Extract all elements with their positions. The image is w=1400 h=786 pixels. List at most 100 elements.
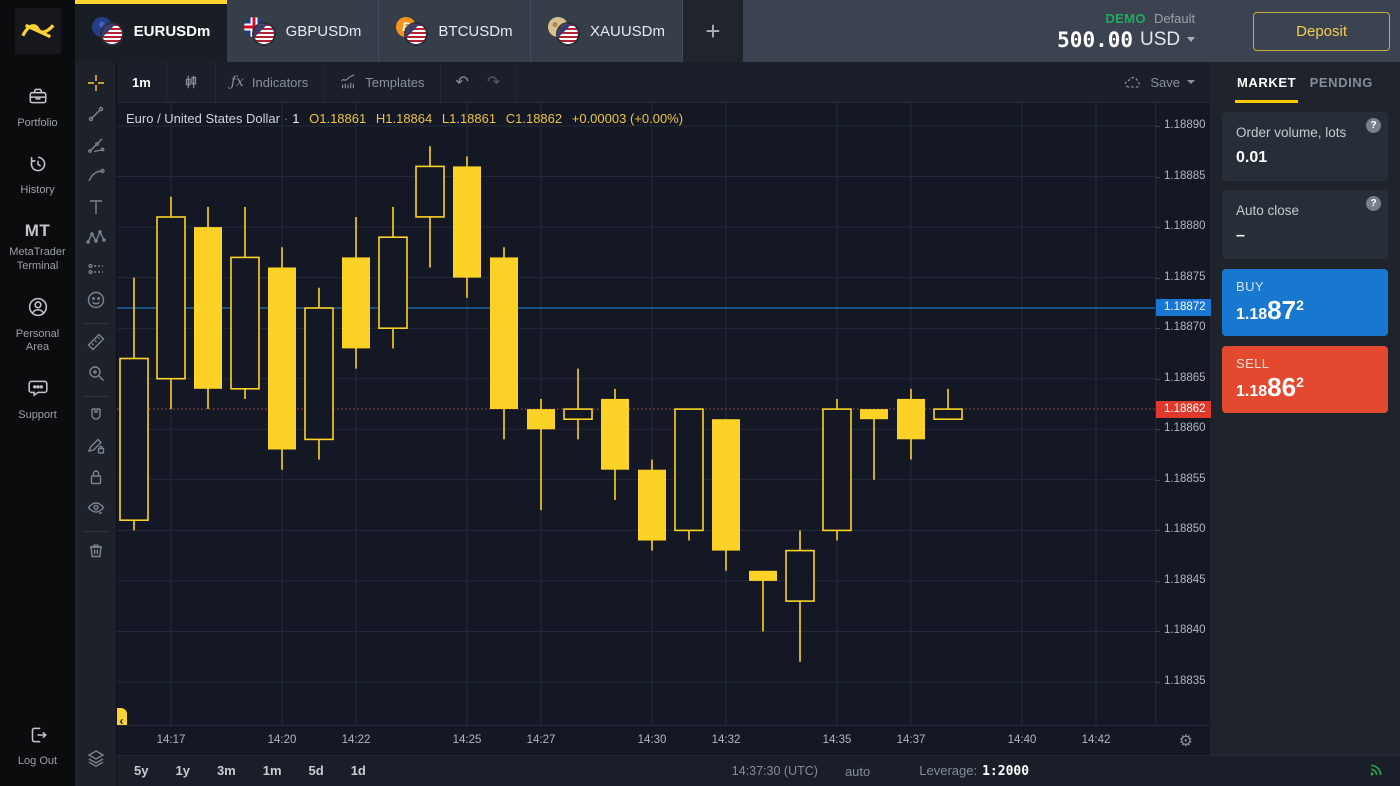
object-tree-tool[interactable] [79,745,113,776]
range-button-1d[interactable]: 1d [350,763,366,778]
instrument-tab-gbpusdm[interactable]: GBPUSDm [227,0,379,62]
chevron-down-icon [1187,37,1196,42]
sell-price: 1.18862 [1236,372,1304,402]
price-tick-mark [1156,328,1160,329]
cloud-icon [1125,76,1141,88]
instrument-tab-label: XAUUSDm [589,22,665,40]
emoji-icon [86,290,106,315]
instrument-tab-label: EURUSDm [133,22,211,40]
candlestick-icon [185,75,196,89]
xabcd-pattern-tool[interactable] [79,225,113,256]
range-button-3m[interactable]: 3m [216,763,236,778]
ruler-icon [86,332,106,357]
range-button-5d[interactable]: 5d [308,763,324,778]
time-tick-label: 14:37 [896,734,926,746]
sell-button[interactable]: SELL 1.18862 [1222,346,1388,413]
sidebar-item-label: Log Out [17,755,58,768]
instrument-tab-xauusdm[interactable]: XAUUSDm [531,0,683,62]
account-summary[interactable]: DEMO Default 500.00 USD [1057,11,1196,52]
price-tick-mark [1156,530,1160,531]
range-button-1y[interactable]: 1y [175,763,190,778]
save-layout-button[interactable]: Save [1108,62,1210,102]
price-tick-label: 1.18850 [1164,523,1206,535]
price-tick-label: 1.18890 [1164,119,1206,131]
buy-button[interactable]: BUY 1.18872 [1222,269,1388,336]
portfolio-icon [26,85,50,112]
indicators-button[interactable]: ƒx Indicators [216,62,325,102]
sidebar-item-label: Portfolio [17,116,58,129]
sidebar-item-personal-area[interactable]: Personal Area [0,285,75,366]
drawing-mode-tool[interactable] [79,433,113,464]
zoom-in-tool[interactable] [79,360,113,391]
trend-line-tool[interactable] [79,101,113,132]
toolbar-divider [83,396,108,397]
lock-drawings-tool[interactable] [79,464,113,495]
app-logo[interactable] [0,0,75,62]
range-button-1m[interactable]: 1m [262,763,282,778]
time-tick-label: 14:17 [156,734,186,746]
auto-close-card[interactable]: ? Auto close – [1222,190,1388,259]
price-tick-mark [1156,480,1160,481]
tab-market[interactable]: MARKET [1234,62,1299,103]
balance-dropdown[interactable]: 500.00 USD [1057,28,1196,52]
price-axis[interactable]: 1.18890 1.18885 1.18880 1.18875 1.18870 1.188… [1155,103,1211,725]
sidebar-item-log-out[interactable]: Log Out [0,713,75,781]
ruler-tool[interactable] [79,329,113,360]
price-tick-mark [1156,429,1160,430]
help-icon[interactable]: ? [1366,118,1381,133]
instrument-flag-icon [396,17,428,45]
deposit-button[interactable]: Deposit [1253,11,1390,51]
server-clock: 14:37:30 (UTC) [731,764,818,778]
scale-mode-toggle[interactable]: auto [844,763,871,779]
instrument-tabs: EURUSDm GBPUSDm BTCUSDm XAUUSDm [75,0,683,62]
add-instrument-tab-button[interactable]: + [683,0,743,62]
emoji-tool[interactable] [79,287,113,318]
tab-pending[interactable]: PENDING [1309,75,1373,90]
undo-redo-group: ↶ ↷ [441,62,517,102]
account-currency: USD [1140,28,1181,50]
order-volume-card[interactable]: ? Order volume, lots 0.01 [1222,112,1388,181]
sidebar-item-portfolio[interactable]: Portfolio [0,74,75,142]
sidebar-item-label: Personal Area [15,327,60,354]
chart-settings-gear-icon[interactable]: ⚙ [1178,733,1193,750]
forecast-tool[interactable] [79,256,113,287]
range-button-5y[interactable]: 5y [134,763,149,778]
timeframe-button[interactable]: 1m [117,62,167,102]
chart-type-button[interactable] [167,62,216,102]
sidebar-item-label: MetaTrader Terminal [9,246,66,272]
multi-lines-tool[interactable] [79,132,113,163]
candlestick-chart[interactable]: Euro / United States Dollar · 1 O1.18861 H… [117,103,1155,725]
price-tick-label: 1.18840 [1164,624,1206,636]
magnet-tool[interactable] [79,402,113,433]
instrument-tab-btcusdm[interactable]: BTCUSDm [379,0,531,62]
sidebar-item-support[interactable]: Support [0,366,75,434]
instrument-flag-icon [91,17,124,45]
crosshair-tool[interactable] [79,70,113,101]
sidebar-item-history[interactable]: History [0,142,75,210]
hide-drawings-tool[interactable] [79,495,113,526]
remove-drawings-tool[interactable] [79,537,113,568]
help-icon[interactable]: ? [1366,196,1381,211]
hide-drawings-icon [86,498,106,523]
fx-icon: ƒx [230,74,244,90]
exness-logo-icon [14,8,61,54]
crosshair-icon [86,73,106,98]
forecast-icon [86,259,106,284]
templates-button[interactable]: Templates [324,62,441,102]
mt-icon: MT [25,220,51,241]
magnet-icon [86,405,106,430]
instrument-tab-eurusdm[interactable]: EURUSDm [75,0,227,62]
undo-icon[interactable]: ↶ [455,74,469,91]
time-axis[interactable]: ⚙ 14:17 14:20 14:22 14:25 14:27 14:30 14:32 14:… [117,725,1210,755]
brush-tool[interactable] [79,163,113,194]
zoom-in-icon [86,363,106,388]
trend-line-icon [86,104,106,129]
exness-logo-glyph [20,23,54,39]
sidebar-item-metatrader-terminal[interactable]: MT MetaTrader Terminal [0,209,75,285]
templates-icon [341,74,355,89]
instrument-tab-label: GBPUSDm [285,22,362,40]
price-change: +0.00003 (+0.00%) [571,111,684,126]
redo-icon[interactable]: ↷ [486,74,501,91]
text-tool[interactable] [79,194,113,225]
collapse-sidebar-handle[interactable]: ‹ [117,708,127,725]
